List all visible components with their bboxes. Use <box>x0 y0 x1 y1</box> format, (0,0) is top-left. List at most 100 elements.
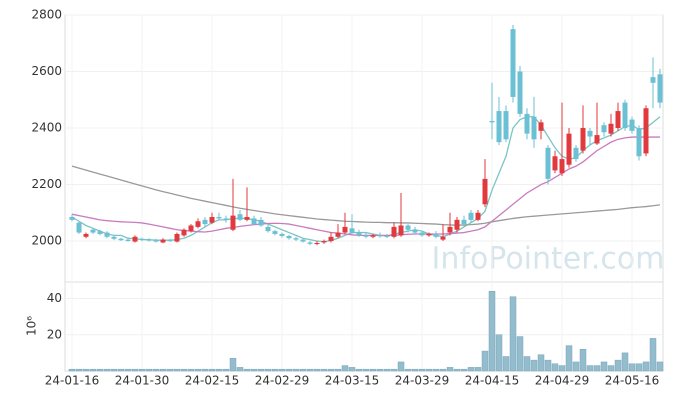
volume-bar <box>579 349 587 372</box>
volume-bar <box>306 368 314 372</box>
candle-body <box>356 232 362 236</box>
candle-body <box>545 147 551 179</box>
candle-body <box>314 243 320 245</box>
x-tick-label: 24-02-29 <box>255 374 309 388</box>
candle-body <box>461 219 467 225</box>
candle-body <box>209 217 215 223</box>
volume-bar <box>530 359 538 372</box>
volume-bar <box>404 368 412 372</box>
candle-body <box>629 119 635 131</box>
volume-bar <box>607 365 615 372</box>
volume-bar <box>320 368 328 372</box>
x-tick-label: 24-04-15 <box>465 374 519 388</box>
x-tick-label: 24-02-15 <box>185 374 239 388</box>
candle-body <box>195 221 201 227</box>
volume-bar <box>341 365 349 372</box>
volume-bar <box>299 368 307 372</box>
x-tick-label: 24-01-16 <box>45 374 99 388</box>
candle-body <box>608 123 614 134</box>
candle-body <box>503 111 509 140</box>
volume-bar <box>628 363 636 372</box>
candle-body <box>384 235 390 237</box>
y-tick-label: 20 <box>47 327 62 341</box>
candle-body <box>279 233 285 236</box>
volume-bar <box>369 368 377 372</box>
candle-body <box>97 231 103 234</box>
volume-bar <box>89 368 97 372</box>
volume-bar <box>243 368 251 372</box>
candle-body <box>622 102 628 129</box>
candle-body <box>293 238 299 240</box>
candle-body <box>601 125 607 133</box>
candle-body <box>482 178 488 205</box>
volume-bar <box>432 368 440 372</box>
candle-body <box>118 238 124 241</box>
volume-bar <box>292 368 300 372</box>
candle-body <box>300 239 306 242</box>
volume-bar <box>187 368 195 372</box>
candle-body <box>559 159 565 174</box>
volume-bar <box>467 367 475 372</box>
candle-body <box>111 236 117 239</box>
candle-body <box>657 74 663 103</box>
candle-body <box>153 240 159 242</box>
candle-body <box>391 226 397 237</box>
candle-body <box>328 236 334 242</box>
candle-body <box>160 239 166 243</box>
candle-body <box>202 219 208 225</box>
candle-body <box>573 147 579 160</box>
volume-bar <box>565 345 573 372</box>
volume-bar <box>152 368 160 372</box>
volume-bar <box>635 363 643 372</box>
candle-body <box>139 238 145 240</box>
candle-body <box>636 128 642 157</box>
candle-body <box>447 226 453 233</box>
volume-bar <box>131 368 139 372</box>
x-tick-label: 24-05-16 <box>605 374 659 388</box>
x-tick-label: 24-01-30 <box>115 374 169 388</box>
candle-body <box>174 233 180 242</box>
y-tick-label: 2600 <box>31 64 62 78</box>
candle-body <box>83 233 89 237</box>
candle-body <box>286 235 292 239</box>
volume-bar <box>502 356 510 372</box>
candle-body <box>265 226 271 232</box>
candle-body <box>307 242 313 244</box>
volume-bar <box>117 368 125 372</box>
volume-bar <box>68 368 76 372</box>
volume-bar <box>411 368 419 372</box>
volume-bar <box>509 296 517 372</box>
volume-bar <box>376 368 384 372</box>
volume-bar <box>621 352 629 372</box>
candle-body <box>363 235 369 237</box>
y-tick-label: 2400 <box>31 121 62 135</box>
candle-body <box>69 217 75 220</box>
candle-body <box>223 218 229 220</box>
volume-bar <box>103 368 111 372</box>
volume-bar <box>362 368 370 372</box>
candle-body <box>517 71 523 114</box>
volume-bar <box>82 368 90 372</box>
candle-body <box>132 236 138 242</box>
volume-bar <box>642 361 650 372</box>
candle-body <box>615 111 621 129</box>
y-tick-label: 2800 <box>31 8 62 22</box>
volume-bar <box>327 368 335 372</box>
volume-bar <box>180 368 188 372</box>
candle-body <box>349 228 355 233</box>
candle-body <box>167 240 173 242</box>
candle-body <box>524 113 530 134</box>
candle-body <box>335 232 341 237</box>
y-tick-label: 2200 <box>31 177 62 191</box>
volume-bar <box>201 368 209 372</box>
candle-body <box>237 214 243 220</box>
candle-body <box>552 156 558 171</box>
volume-bar <box>656 361 664 372</box>
volume-bar <box>516 336 524 372</box>
volume-bar <box>383 368 391 372</box>
watermark: InfoPointer.com <box>432 242 665 277</box>
candle-body <box>433 233 439 237</box>
volume-bar <box>418 368 426 372</box>
volume-bar <box>159 368 167 372</box>
volume-bar <box>138 368 146 372</box>
